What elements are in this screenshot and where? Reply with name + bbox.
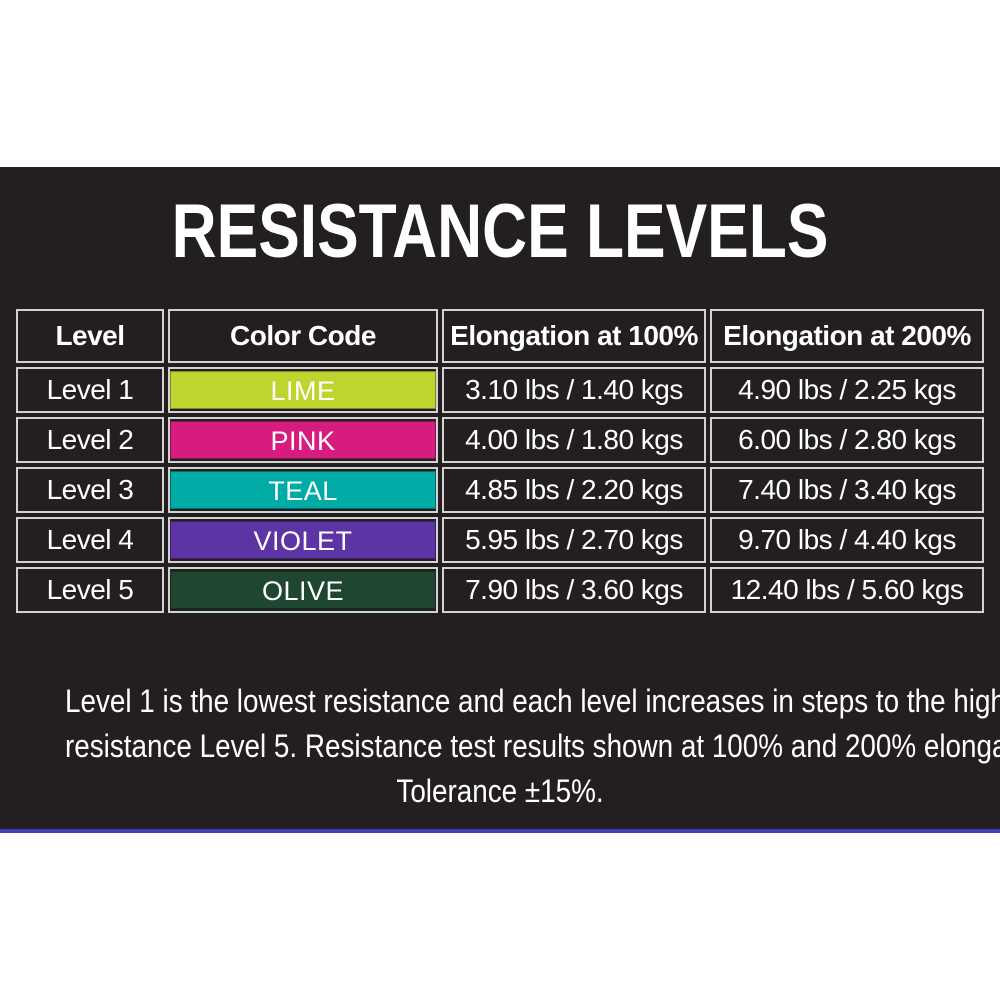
column-header-elongation-200: Elongation at 200% xyxy=(710,309,984,363)
table-row: Level 1 LIME 3.10 lbs / 1.40 kgs 4.90 lb… xyxy=(16,367,984,413)
table-row: Level 3 TEAL 4.85 lbs / 2.20 kgs 7.40 lb… xyxy=(16,467,984,513)
color-code-cell: TEAL xyxy=(168,467,438,513)
color-code-cell: VIOLET xyxy=(168,517,438,563)
elongation-100-cell: 4.00 lbs / 1.80 kgs xyxy=(442,417,706,463)
elongation-100-cell: 4.85 lbs / 2.20 kgs xyxy=(442,467,706,513)
level-cell: Level 4 xyxy=(16,517,164,563)
footnote-text: Level 1 is the lowest resistance and eac… xyxy=(65,679,1000,814)
level-cell: Level 1 xyxy=(16,367,164,413)
color-code-cell: PINK xyxy=(168,417,438,463)
color-swatch-teal: TEAL xyxy=(170,471,436,509)
footnote-line: Tolerance ±15%. xyxy=(396,773,604,809)
table-row: Level 4 VIOLET 5.95 lbs / 2.70 kgs 9.70 … xyxy=(16,517,984,563)
elongation-100-cell: 7.90 lbs / 3.60 kgs xyxy=(442,567,706,613)
level-cell: Level 3 xyxy=(16,467,164,513)
footnote-line: Level 1 is the lowest resistance and eac… xyxy=(65,683,1000,719)
elongation-200-cell: 12.40 lbs / 5.60 kgs xyxy=(710,567,984,613)
column-header-level: Level xyxy=(16,309,164,363)
footnote-line: resistance Level 5. Resistance test resu… xyxy=(65,728,1000,764)
elongation-200-cell: 6.00 lbs / 2.80 kgs xyxy=(710,417,984,463)
elongation-200-cell: 9.70 lbs / 4.40 kgs xyxy=(710,517,984,563)
color-swatch-violet: VIOLET xyxy=(170,521,436,559)
resistance-levels-table: Level Color Code Elongation at 100% Elon… xyxy=(12,305,988,617)
level-cell: Level 2 xyxy=(16,417,164,463)
color-swatch-lime: LIME xyxy=(170,371,436,409)
elongation-200-cell: 4.90 lbs / 2.25 kgs xyxy=(710,367,984,413)
column-header-color-code: Color Code xyxy=(168,309,438,363)
color-code-cell: LIME xyxy=(168,367,438,413)
table-row: Level 5 OLIVE 7.90 lbs / 3.60 kgs 12.40 … xyxy=(16,567,984,613)
elongation-100-cell: 3.10 lbs / 1.40 kgs xyxy=(442,367,706,413)
color-swatch-olive: OLIVE xyxy=(170,571,436,609)
elongation-100-cell: 5.95 lbs / 2.70 kgs xyxy=(442,517,706,563)
elongation-200-cell: 7.40 lbs / 3.40 kgs xyxy=(710,467,984,513)
level-cell: Level 5 xyxy=(16,567,164,613)
color-swatch-pink: PINK xyxy=(170,421,436,459)
table-row: Level 2 PINK 4.00 lbs / 1.80 kgs 6.00 lb… xyxy=(16,417,984,463)
page-title: RESISTANCE LEVELS xyxy=(171,189,829,274)
color-code-cell: OLIVE xyxy=(168,567,438,613)
column-header-elongation-100: Elongation at 100% xyxy=(442,309,706,363)
table-header-row: Level Color Code Elongation at 100% Elon… xyxy=(16,309,984,363)
resistance-panel: RESISTANCE LEVELS Level Color Code Elong… xyxy=(0,167,1000,833)
